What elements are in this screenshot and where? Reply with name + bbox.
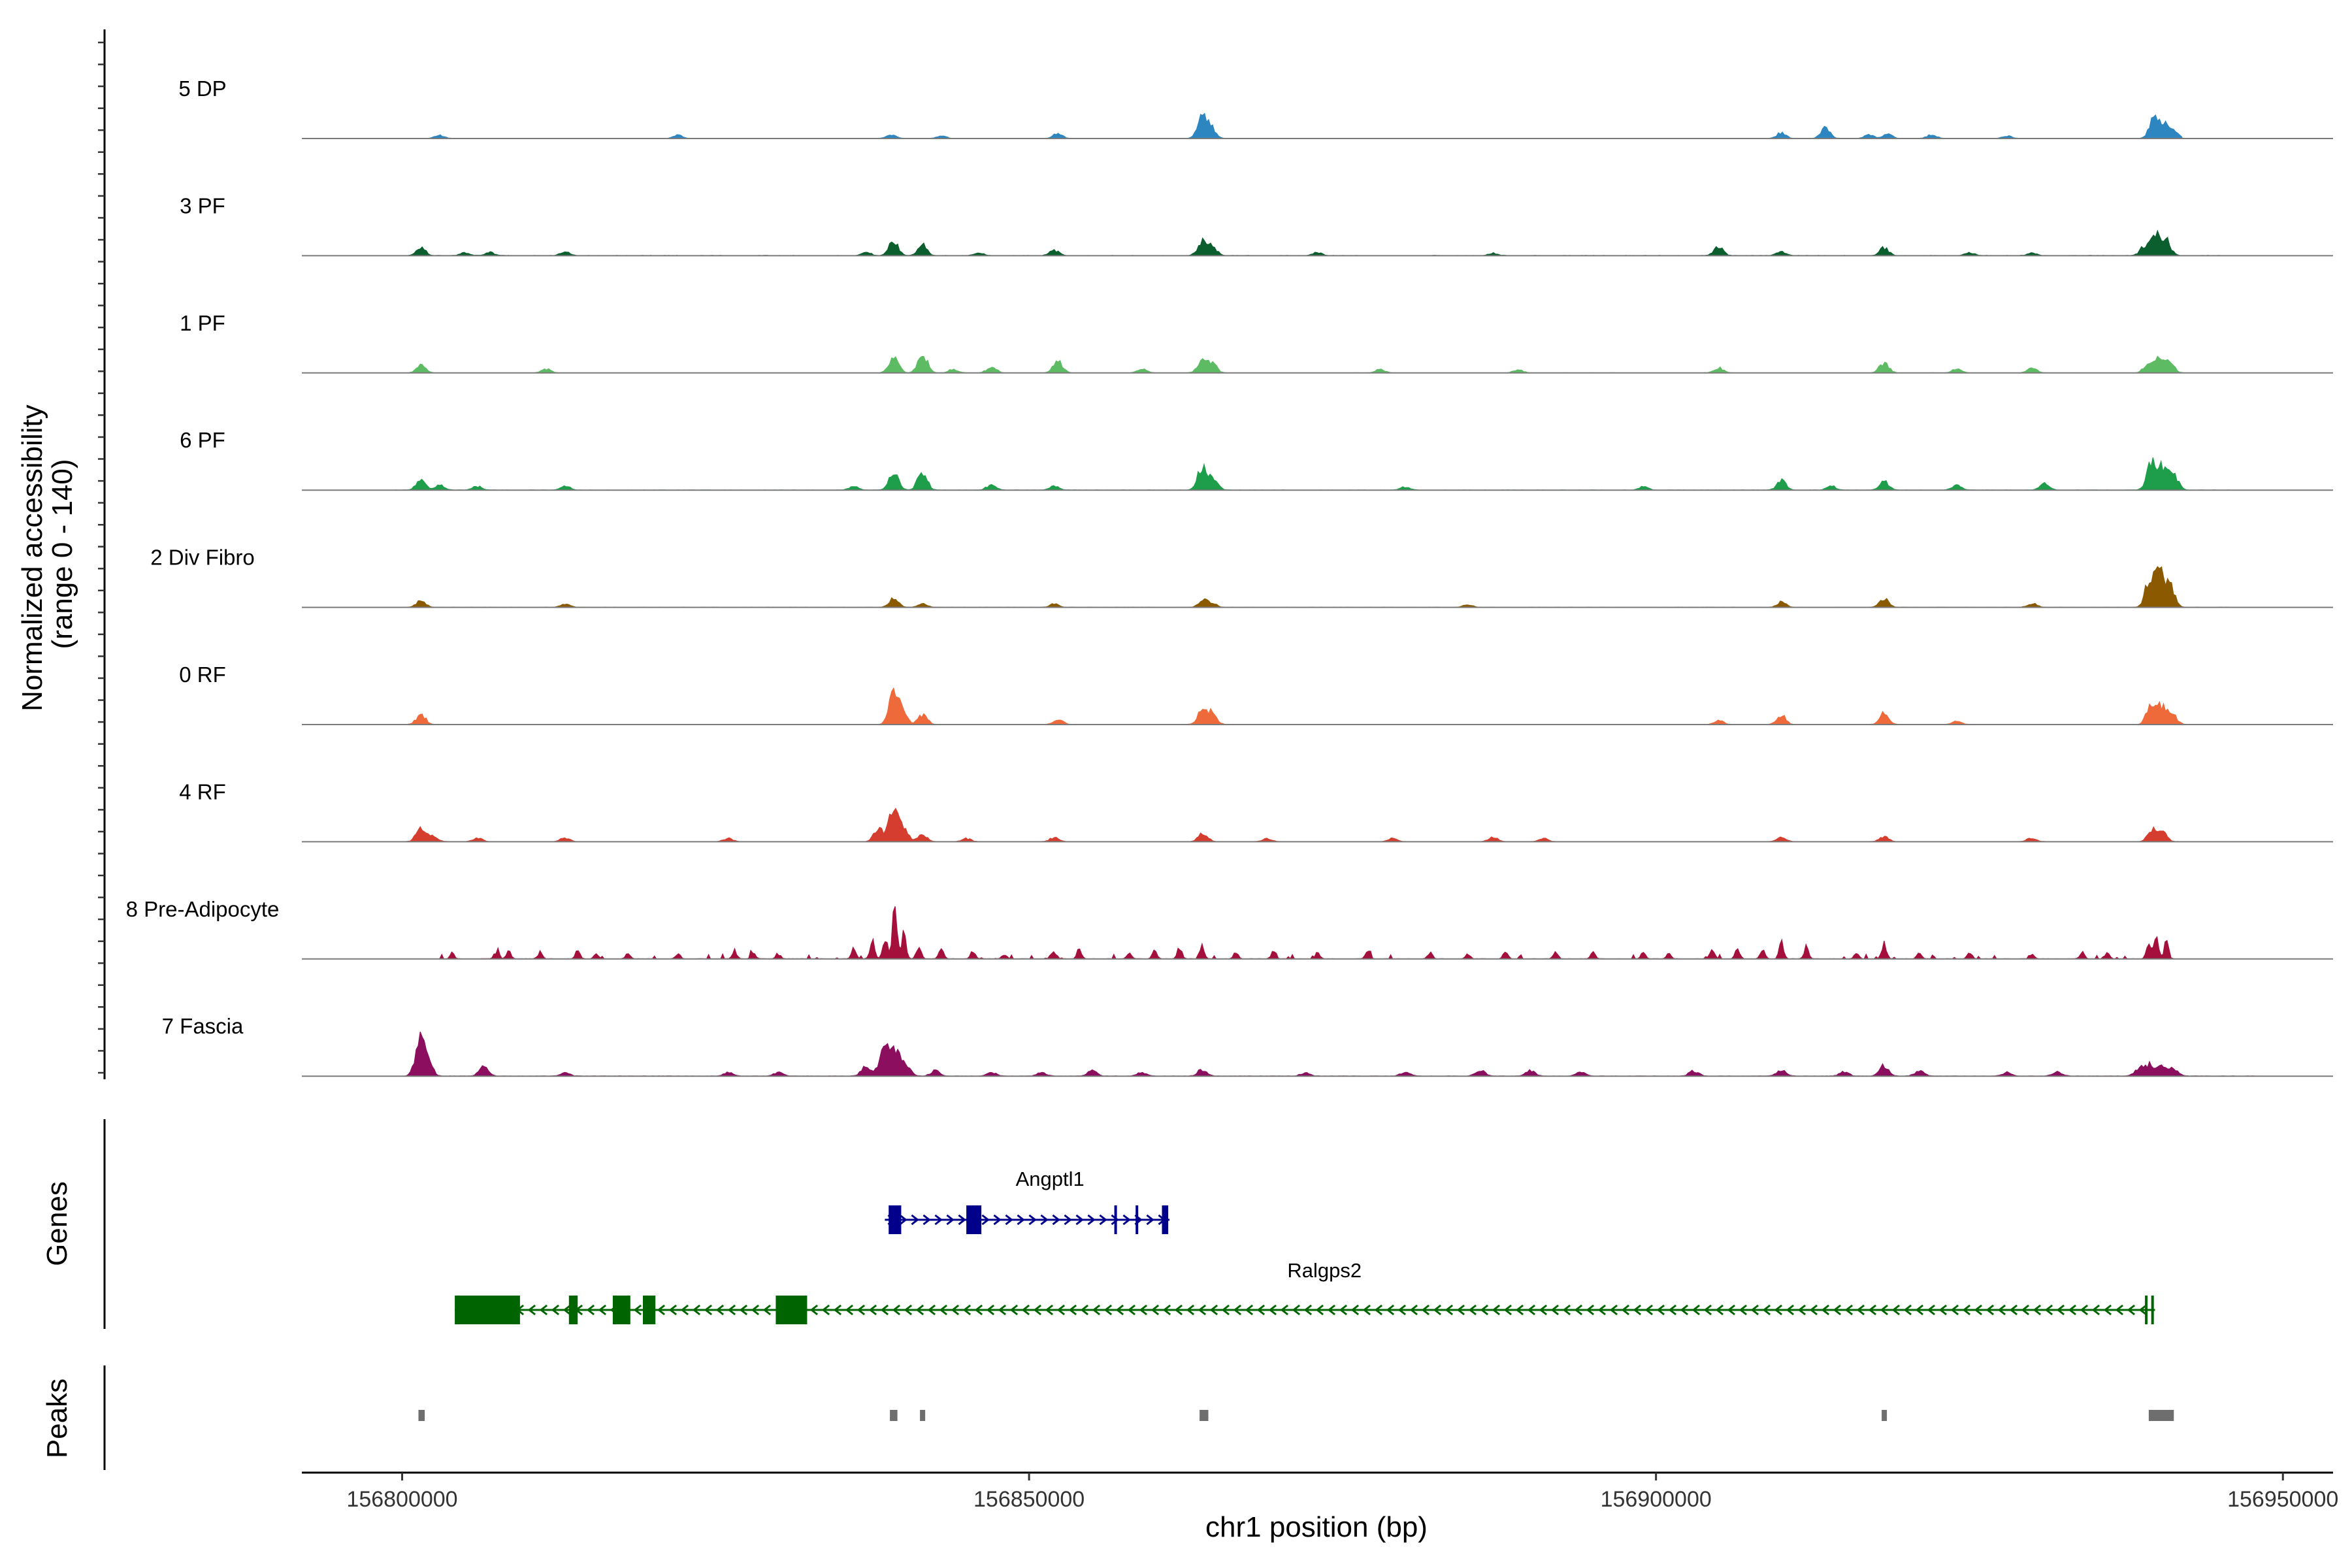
coverage-area — [402, 355, 2221, 374]
track-label: 6 PF — [180, 428, 225, 452]
x-tick-label: 156850000 — [973, 1487, 1085, 1512]
gene-label: Ralgps2 — [1287, 1259, 1362, 1282]
track-2-div-fibro: 2 Div Fibro — [150, 546, 2333, 608]
coverage-area — [402, 229, 2233, 257]
track-label: 8 Pre-Adipocyte — [126, 897, 280, 921]
gene-label: Angptl1 — [1016, 1168, 1085, 1190]
peak-region — [1882, 1410, 1887, 1421]
track-6-pf: 6 PF — [180, 428, 2333, 491]
track-0-rf: 0 RF — [179, 662, 2333, 725]
peak-region — [2148, 1410, 2174, 1421]
peaks-panel — [103, 1365, 2174, 1470]
gene-angptl1: Angptl1 — [885, 1168, 1170, 1234]
track-label: 4 RF — [179, 779, 226, 804]
gene-exon — [889, 1205, 902, 1234]
peak-region — [890, 1410, 898, 1421]
gene-exon — [2145, 1296, 2148, 1324]
coverage-tracks: 5 DP 3 PF 1 PF 6 PF 2 Div Fibro 0 RF 4 RF 8 Pre… — [126, 76, 2333, 1077]
y-axis-title: Normalized accessibility (range 0 - 140) — [16, 397, 78, 711]
coverage-area — [401, 808, 2221, 843]
coverage-area — [401, 1031, 2259, 1077]
coverage-area — [402, 566, 2233, 608]
x-tick-label: 156900000 — [1601, 1487, 1712, 1512]
peak-region — [418, 1410, 425, 1421]
peak-region — [920, 1410, 926, 1421]
gene-exon — [776, 1296, 808, 1324]
track-label: 0 RF — [179, 662, 226, 687]
x-tick-label: 156800000 — [346, 1487, 457, 1512]
x-tick-label: 156950000 — [2227, 1487, 2338, 1512]
gene-ralgps2: Ralgps2 — [455, 1259, 2155, 1324]
genes-track-title: Genes — [41, 1181, 73, 1266]
y-axis-title-line1: Normalized accessibility — [16, 404, 48, 711]
gene-exon — [643, 1296, 656, 1324]
gene-exon — [612, 1296, 630, 1324]
genes-panel: Angptl1 Ralgps2 — [103, 1119, 2155, 1329]
gene-exon — [966, 1205, 982, 1234]
x-axis: 156800000 156850000 156900000 156950000 — [302, 1471, 2338, 1512]
track-1-pf: 1 PF — [180, 311, 2333, 374]
coverage-area — [402, 112, 2183, 139]
gene-exon — [1135, 1205, 1139, 1234]
track-8-pre-adipocyte: 8 Pre-Adipocyte — [126, 897, 2333, 960]
gene-exon — [455, 1296, 520, 1324]
track-label: 7 Fascia — [162, 1014, 244, 1038]
x-axis-title: chr1 position (bp) — [1205, 1511, 1428, 1543]
gene-exon — [568, 1296, 578, 1324]
coverage-area — [389, 457, 2233, 491]
gene-exon — [1162, 1205, 1169, 1234]
track-7-fascia: 7 Fascia — [162, 1014, 2333, 1077]
track-4-rf: 4 RF — [179, 779, 2333, 843]
gene-exon — [1114, 1205, 1117, 1234]
peaks-track-title: Peaks — [41, 1379, 73, 1458]
coverage-area — [402, 687, 2221, 725]
track-label: 5 DP — [178, 76, 226, 101]
y-axis-title-line2: (range 0 - 140) — [46, 459, 78, 649]
track-3-pf: 3 PF — [180, 193, 2333, 257]
gene-exon — [2151, 1296, 2154, 1324]
track-label: 2 Div Fibro — [150, 546, 255, 570]
accessibility-axis — [98, 29, 106, 1079]
track-label: 1 PF — [180, 311, 225, 335]
track-label: 3 PF — [180, 193, 225, 218]
peak-region — [1200, 1410, 1209, 1421]
track-5-dp: 5 DP — [178, 76, 2333, 139]
coverage-area — [439, 906, 2183, 960]
